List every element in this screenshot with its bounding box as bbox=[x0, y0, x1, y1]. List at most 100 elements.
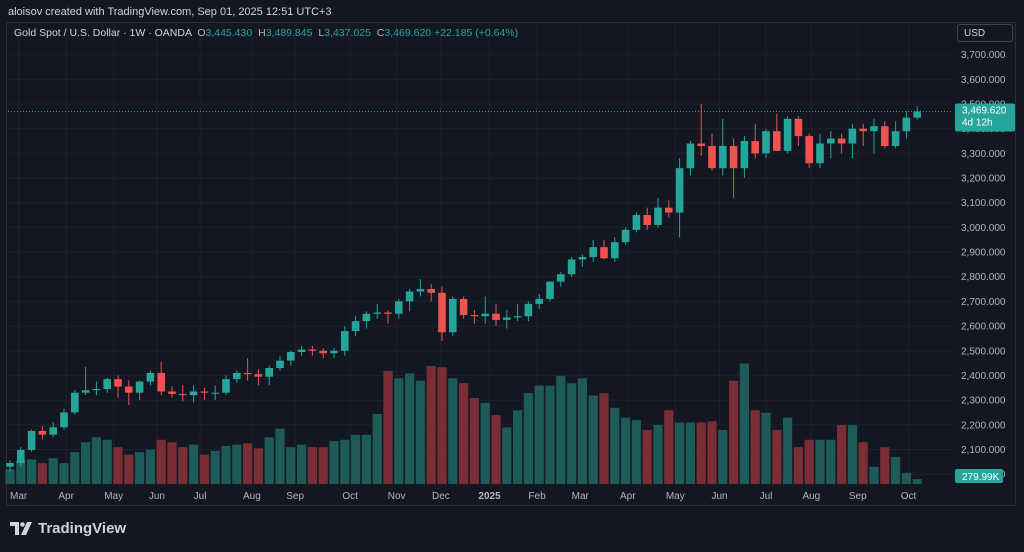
volume-bar bbox=[437, 367, 447, 484]
change-value: +22.185 (+0.64%) bbox=[434, 27, 519, 39]
volume-bar bbox=[804, 439, 814, 484]
volume-bar bbox=[707, 421, 717, 484]
x-tick-label: Jun bbox=[149, 491, 165, 502]
grid-lines bbox=[8, 22, 952, 484]
candle-body bbox=[481, 313, 489, 317]
candle-body bbox=[27, 430, 36, 450]
volume-bar bbox=[307, 447, 317, 484]
current-price-label: 3,469.620 4d 12h bbox=[955, 103, 1015, 132]
current-price-value: 3,469.620 bbox=[962, 106, 1007, 117]
x-tick-label: Apr bbox=[620, 491, 636, 502]
x-tick-label: May bbox=[104, 491, 123, 502]
candle-body bbox=[395, 301, 403, 314]
candle-body bbox=[233, 372, 241, 380]
candle-body bbox=[675, 168, 684, 213]
x-tick-label: Jul bbox=[760, 491, 773, 502]
candle-body bbox=[567, 259, 576, 275]
volume-bar bbox=[912, 479, 922, 484]
volume-bar bbox=[426, 366, 436, 484]
symbol-title[interactable]: Gold Spot / U.S. Dollar · 1W · OANDA bbox=[14, 27, 192, 39]
volume-bar bbox=[869, 466, 879, 484]
volume-bar bbox=[631, 420, 641, 484]
open-label: O bbox=[197, 27, 206, 39]
candle-body bbox=[881, 126, 889, 146]
volume-bar bbox=[556, 375, 566, 484]
volume-bar bbox=[221, 445, 231, 484]
candle-body bbox=[837, 138, 846, 144]
candle-body bbox=[265, 368, 273, 377]
candle-body bbox=[557, 274, 565, 282]
y-tick-label: 3,200.000 bbox=[961, 174, 1006, 185]
volume-bar bbox=[275, 428, 285, 484]
candle-body bbox=[827, 138, 835, 144]
volume-bar bbox=[761, 412, 771, 484]
candle-body bbox=[135, 381, 144, 393]
candle-body bbox=[17, 449, 25, 464]
candle-body bbox=[459, 298, 468, 315]
volume-bar bbox=[599, 393, 609, 484]
x-tick-label: May bbox=[666, 491, 685, 502]
brand-name: TradingView bbox=[38, 520, 127, 537]
candle-body bbox=[243, 372, 252, 375]
x-tick-label: Jun bbox=[711, 491, 727, 502]
volume-bar bbox=[405, 373, 415, 484]
candle-body bbox=[470, 314, 479, 317]
candle-body bbox=[103, 379, 111, 390]
candle-body bbox=[762, 131, 770, 154]
volume-value: 279.99K bbox=[962, 472, 1000, 483]
volume-bar bbox=[102, 439, 112, 484]
volume-bar bbox=[729, 380, 739, 484]
candlestick-chart[interactable]: 3,700.0003,600.0003,500.0003,400.0003,30… bbox=[0, 0, 1024, 506]
x-tick-label: Jul bbox=[194, 491, 207, 502]
x-tick-label: Sep bbox=[849, 491, 867, 502]
candle-body bbox=[740, 141, 749, 169]
time-axis: Mar Apr May Jun Jul Aug Sep Oct Nov Dec 2025 Feb Mar… bbox=[10, 491, 917, 502]
candle-body bbox=[848, 128, 857, 144]
volume-bar bbox=[156, 439, 166, 484]
volume-bar bbox=[70, 452, 80, 484]
currency-button[interactable]: USD bbox=[957, 24, 1013, 42]
candle-body bbox=[384, 312, 392, 314]
candle-body bbox=[427, 289, 435, 293]
candle-body bbox=[891, 131, 900, 146]
y-tick-label: 3,700.000 bbox=[961, 50, 1006, 61]
y-tick-label: 3,600.000 bbox=[961, 75, 1006, 86]
volume-bar bbox=[253, 448, 263, 484]
candle-body bbox=[330, 350, 338, 354]
candle-body bbox=[373, 312, 381, 314]
volume-bar bbox=[329, 440, 339, 484]
volume-bar bbox=[340, 439, 350, 484]
x-tick-label: Apr bbox=[58, 491, 74, 502]
attribution-text: aloisov created with TradingView.com, Se… bbox=[8, 6, 332, 18]
tradingview-logo[interactable]: TradingView bbox=[10, 520, 126, 537]
volume-bar bbox=[847, 425, 857, 484]
volume-bar bbox=[372, 413, 382, 484]
x-tick-label: Mar bbox=[10, 491, 28, 502]
volume-bar bbox=[793, 447, 803, 484]
y-tick-label: 2,400.000 bbox=[961, 371, 1006, 382]
candle-body bbox=[276, 360, 284, 369]
volume-bar bbox=[167, 442, 177, 484]
volume-bar bbox=[718, 429, 728, 484]
chart-frame[interactable] bbox=[6, 22, 1016, 506]
candle-body bbox=[524, 303, 533, 317]
candle-body bbox=[351, 321, 360, 332]
volume-bar bbox=[815, 439, 825, 484]
volume-bar bbox=[5, 469, 15, 484]
candle-body bbox=[708, 145, 716, 169]
volume-bar bbox=[297, 444, 307, 484]
candle-body bbox=[751, 141, 759, 154]
volume-bar bbox=[232, 444, 242, 484]
candle-body bbox=[870, 126, 878, 132]
candle-body bbox=[6, 463, 14, 467]
x-tick-label: Nov bbox=[388, 491, 406, 502]
volume-bar bbox=[513, 410, 523, 484]
candle-body bbox=[729, 145, 738, 169]
x-tick-label: Oct bbox=[342, 491, 358, 502]
volume-bar bbox=[567, 383, 577, 484]
y-tick-label: 2,300.000 bbox=[961, 396, 1006, 407]
candle-body bbox=[287, 351, 295, 361]
close-value: 3,469.620 bbox=[384, 27, 432, 39]
open-value: 3,445.430 bbox=[205, 27, 253, 39]
candle-body bbox=[38, 430, 47, 435]
